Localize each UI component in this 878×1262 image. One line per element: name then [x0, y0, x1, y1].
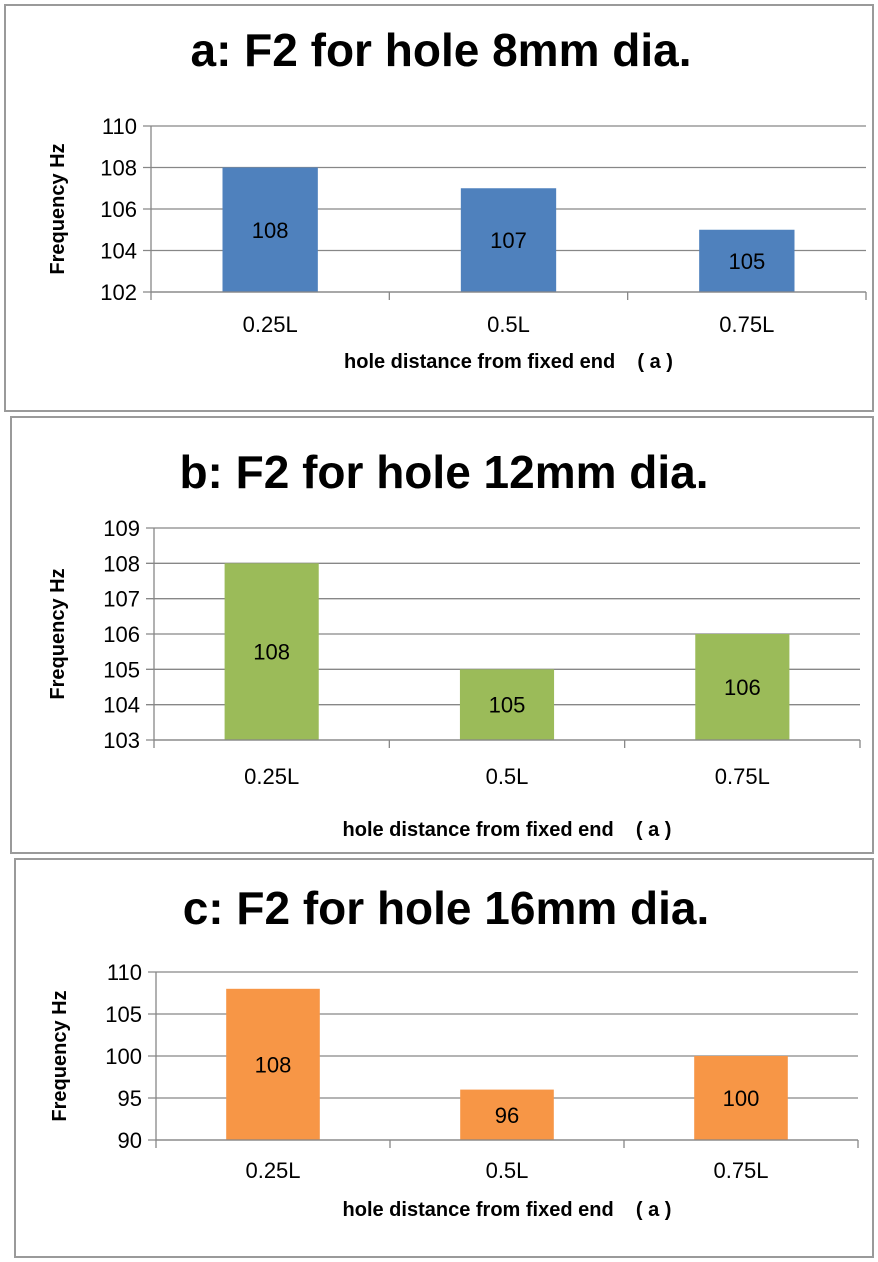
- chart-a-data-label: 107: [490, 228, 527, 253]
- chart-c-data-label: 96: [495, 1103, 519, 1128]
- chart-c-y-tick-label: 95: [118, 1086, 142, 1111]
- chart-a-category-label: 0.5L: [487, 312, 530, 337]
- chart-c-bar-2: [694, 1056, 788, 1140]
- chart-c-y-axis-title: Frequency Hz: [49, 990, 71, 1121]
- chart-c-y-tick-label: 90: [118, 1128, 142, 1153]
- chart-panel-a: a: F2 for hole 8mm dia. 102 104 106 108 110 10…: [4, 4, 874, 412]
- chart-a-category-label: 0.25L: [243, 312, 298, 337]
- chart-b-data-label: 105: [489, 693, 526, 718]
- chart-b-data-label: 106: [724, 675, 761, 700]
- chart-c-data-label: 100: [723, 1086, 760, 1111]
- chart-a-bar-1: [460, 188, 557, 292]
- chart-c-category-label: 0.25L: [245, 1158, 300, 1183]
- chart-b-y-axis-title: Frequency Hz: [47, 568, 69, 699]
- chart-a-y-tick-label: 104: [100, 239, 137, 264]
- chart-a-svg: a: F2 for hole 8mm dia. 102 104 106 108 110 10…: [47, 24, 867, 373]
- chart-b-y-tick-label: 107: [103, 587, 140, 612]
- chart-c-y-tick-label: 110: [107, 960, 142, 985]
- chart-a-bar-0: [222, 167, 318, 292]
- chart-c-title: c: F2 for hole 16mm dia.: [183, 882, 710, 934]
- chart-b-y-tick-label: 106: [103, 622, 140, 647]
- chart-c-y-tick-label: 100: [105, 1044, 142, 1069]
- chart-b-y-tick-label: 109: [103, 516, 140, 541]
- chart-a-bar-2: [699, 229, 795, 292]
- chart-b-y-tick-label: 105: [103, 657, 140, 682]
- chart-b-category-label: 0.5L: [486, 764, 529, 789]
- chart-c-data-label: 108: [255, 1052, 292, 1077]
- chart-panel-c: c: F2 for hole 16mm dia. 90 95 100 105 110 108…: [14, 858, 874, 1258]
- chart-b-y-tick-label: 108: [103, 551, 140, 576]
- chart-a-data-label: 108: [252, 218, 289, 243]
- chart-c-category-label: 0.75L: [713, 1158, 768, 1183]
- chart-b-data-label: 108: [253, 640, 290, 665]
- chart-b-y-tick-label: 104: [103, 693, 140, 718]
- chart-b-category-label: 0.25L: [244, 764, 299, 789]
- chart-a-y-tick-label: 102: [100, 280, 137, 305]
- chart-c-x-axis-title: hole distance from fixed end ( a ): [343, 1199, 672, 1221]
- chart-a-data-label: 105: [728, 249, 765, 274]
- chart-b-y-tick-label: 103: [103, 728, 140, 753]
- chart-c-y-tick-label: 105: [105, 1002, 142, 1027]
- chart-c-bar-1: [460, 1089, 554, 1140]
- chart-c-svg: c: F2 for hole 16mm dia. 90 95 100 105 110 108…: [49, 882, 859, 1221]
- chart-a-y-axis-title: Frequency Hz: [47, 143, 69, 274]
- chart-a-title: a: F2 for hole 8mm dia.: [191, 24, 692, 76]
- chart-b-category-label: 0.75L: [715, 764, 770, 789]
- chart-a-y-tick-label: 110: [102, 114, 137, 139]
- chart-b-title: b: F2 for hole 12mm dia.: [179, 446, 708, 498]
- chart-c-bar-0: [226, 988, 320, 1140]
- chart-b-bar-1: [459, 669, 555, 740]
- chart-b-svg: b: F2 for hole 12mm dia. 103 104 105 106 107 1…: [47, 446, 861, 841]
- chart-a-y-tick-label: 108: [100, 156, 137, 181]
- chart-a-category-label: 0.75L: [719, 312, 774, 337]
- chart-a-y-tick-label: 106: [100, 197, 137, 222]
- chart-a-x-axis-title: hole distance from fixed end ( a ): [344, 351, 673, 373]
- chart-b-bar-2: [695, 634, 790, 740]
- chart-panel-b: b: F2 for hole 12mm dia. 103 104 105 106 107 1…: [10, 416, 874, 854]
- chart-c-category-label: 0.5L: [486, 1158, 529, 1183]
- chart-b-x-axis-title: hole distance from fixed end ( a ): [343, 819, 672, 841]
- chart-b-bar-0: [224, 563, 319, 740]
